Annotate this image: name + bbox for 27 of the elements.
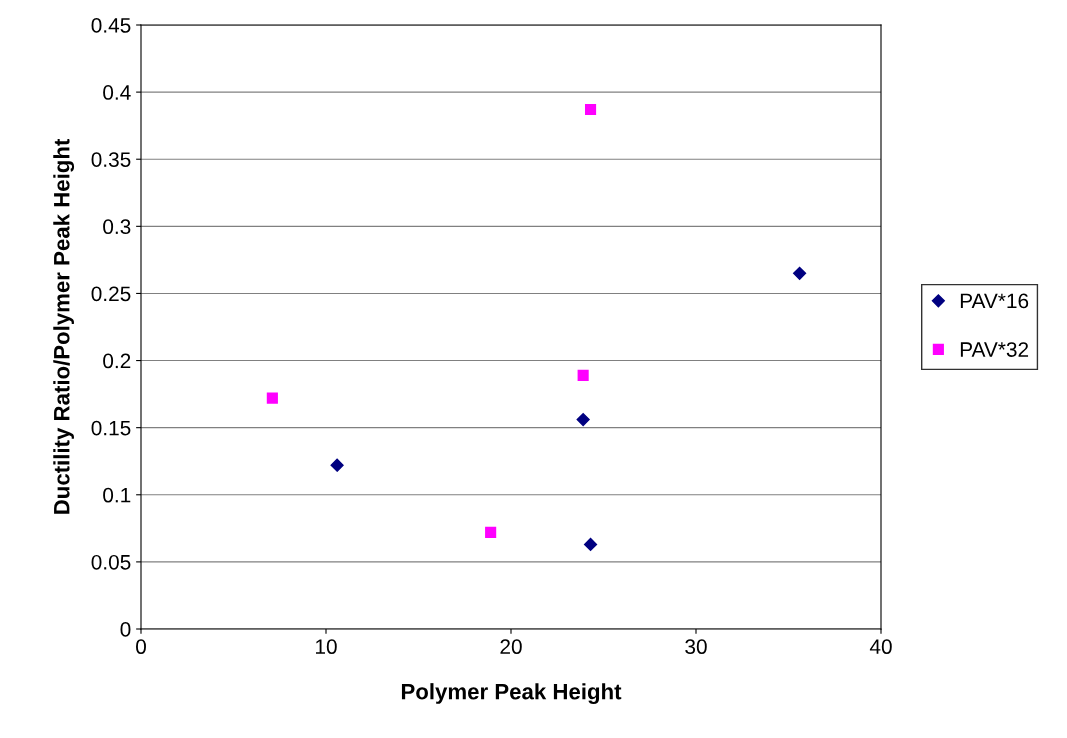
- x-tick-label: 10: [316, 639, 337, 655]
- point: [576, 413, 590, 427]
- y-tick-label: 0: [120, 622, 131, 637]
- y-tick-label: 0.15: [91, 420, 131, 436]
- point: [793, 266, 807, 280]
- y-tick-label: 0.25: [91, 286, 131, 302]
- y-tick-label: 0.45: [91, 18, 131, 33]
- y-tick-label: 0.05: [91, 554, 131, 570]
- point: [584, 104, 597, 116]
- x-axis-title: Polymer Peak Height: [401, 683, 622, 704]
- point: [330, 458, 344, 472]
- y-tick-label: 0.4: [103, 85, 131, 100]
- x-tick-label: 0: [136, 639, 146, 655]
- y-axis-title: Ductility Ratio/Polymer Peak Height: [53, 138, 75, 514]
- legend-label: PAV*32: [960, 342, 1029, 357]
- y-tick-label: 0.1: [103, 487, 131, 503]
- legend-label: PAV*16: [960, 293, 1029, 309]
- x-tick-label: 30: [685, 639, 707, 655]
- point: [485, 526, 497, 538]
- x-tick-label: 40: [869, 639, 892, 655]
- point: [577, 369, 589, 381]
- y-tick-label: 0.3: [103, 219, 131, 235]
- point: [583, 537, 598, 552]
- x-tick-label: 20: [500, 639, 522, 655]
- y-tick-label: 0.2: [103, 353, 131, 369]
- y-tick-label: 0.35: [91, 152, 131, 167]
- point: [266, 392, 278, 404]
